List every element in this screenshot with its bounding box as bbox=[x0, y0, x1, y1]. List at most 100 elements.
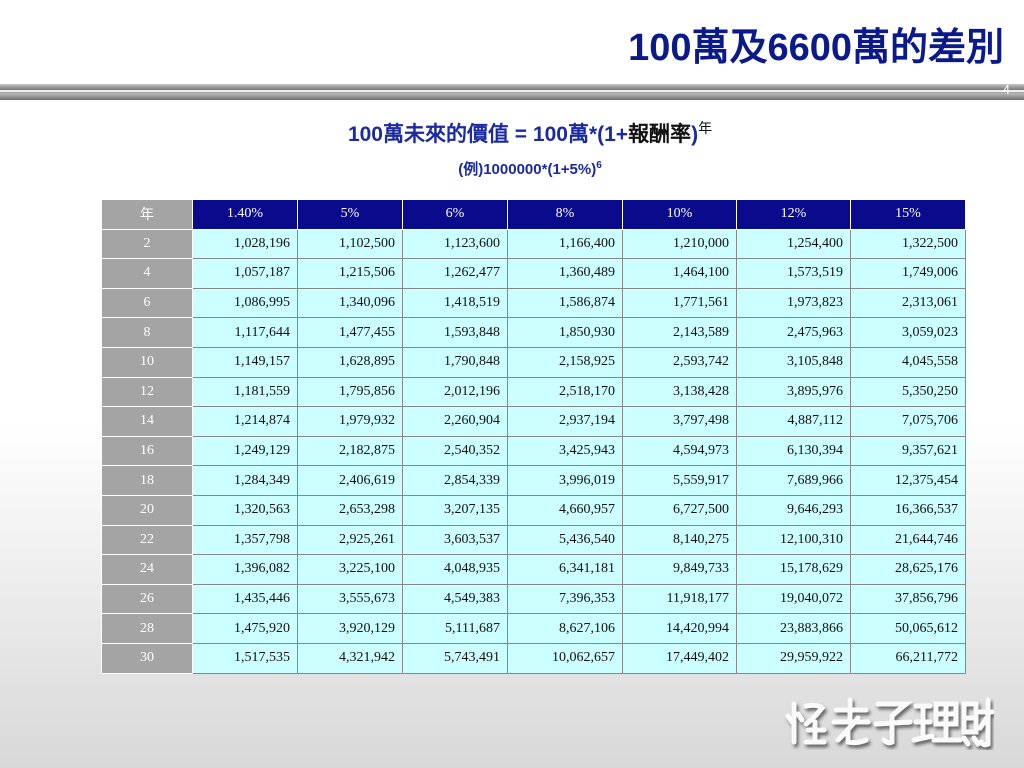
table-cell-value: 1,435,446 bbox=[192, 583, 298, 615]
table-cell-value: 3,920,129 bbox=[297, 613, 403, 644]
table-row: 4 1,057,187 1,215,506 1,262,477 1,360,489 1,4… bbox=[101, 258, 966, 289]
table-cell-value: 3,797,498 bbox=[622, 406, 737, 437]
table-cell-value: 4,048,935 bbox=[402, 554, 508, 585]
table-cell-value: 3,425,943 bbox=[507, 435, 623, 467]
header-rate: 1.40% bbox=[192, 199, 298, 230]
formula-example: (例)1000000*(1+5%)6 bbox=[0, 158, 1024, 179]
table-cell-value: 17,449,402 bbox=[622, 642, 737, 674]
table-cell-value: 2,406,619 bbox=[297, 465, 403, 496]
formula-exponent: 年 bbox=[698, 120, 713, 136]
table-cell-value: 12,375,454 bbox=[850, 465, 966, 496]
table-cell-value: 12,100,310 bbox=[736, 524, 851, 556]
table-cell-value: 9,849,733 bbox=[622, 554, 737, 585]
table-cell-value: 4,594,973 bbox=[622, 435, 737, 467]
table-cell-value: 1,320,563 bbox=[192, 494, 298, 526]
table-cell-value: 3,603,537 bbox=[402, 524, 508, 556]
table-cell-value: 3,105,848 bbox=[736, 346, 851, 378]
table-cell-value: 1,464,100 bbox=[622, 258, 737, 289]
table-cell-value: 1,749,006 bbox=[850, 258, 966, 289]
table-cell-value: 9,357,621 bbox=[850, 435, 966, 467]
table-cell-value: 66,211,772 bbox=[850, 642, 966, 674]
row-year: 18 bbox=[101, 465, 193, 496]
table-cell-value: 1,181,559 bbox=[192, 376, 298, 408]
table-cell-value: 1,254,400 bbox=[736, 228, 851, 260]
header-rate: 15% bbox=[850, 199, 966, 230]
table-cell-value: 1,123,600 bbox=[402, 228, 508, 260]
table-cell-value: 2,925,261 bbox=[297, 524, 403, 556]
table-cell-value: 1,117,644 bbox=[192, 317, 298, 348]
table-cell-value: 1,771,561 bbox=[622, 287, 737, 319]
table-cell-value: 16,366,537 bbox=[850, 494, 966, 526]
row-year: 14 bbox=[101, 406, 193, 437]
row-year: 16 bbox=[101, 435, 193, 467]
header-rate: 10% bbox=[622, 199, 737, 230]
table-cell-value: 1,149,157 bbox=[192, 346, 298, 378]
table-cell-value: 1,396,082 bbox=[192, 554, 298, 585]
table-cell-value: 2,540,352 bbox=[402, 435, 508, 467]
example-text: (例)1000000*(1+5%) bbox=[458, 161, 597, 178]
header-rate: 8% bbox=[507, 199, 623, 230]
table-row: 24 1,396,082 3,225,100 4,048,935 6,341,181 9,… bbox=[101, 554, 966, 585]
table-cell-value: 1,214,874 bbox=[192, 406, 298, 437]
formula-left: 100萬未來的價值 = 100萬*(1+ bbox=[347, 123, 629, 146]
table-cell-value: 1,790,848 bbox=[402, 346, 508, 378]
row-year: 20 bbox=[101, 494, 193, 526]
formula-right: ) bbox=[691, 123, 699, 146]
row-year: 8 bbox=[101, 317, 193, 348]
table-cell-value: 3,555,673 bbox=[297, 583, 403, 615]
table-row: 12 1,181,559 1,795,856 2,012,196 2,518,170 3,… bbox=[101, 376, 966, 408]
example-exponent: 6 bbox=[596, 160, 602, 171]
table-cell-value: 2,260,904 bbox=[402, 406, 508, 437]
table-cell-value: 29,959,922 bbox=[736, 642, 851, 674]
row-year: 26 bbox=[101, 583, 193, 615]
page-title: 100萬及6600萬的差別 bbox=[628, 27, 1004, 69]
table-cell-value: 5,743,491 bbox=[402, 642, 508, 674]
row-year: 10 bbox=[101, 346, 193, 378]
table-cell-value: 2,012,196 bbox=[402, 376, 508, 408]
table-cell-value: 1,166,400 bbox=[507, 228, 623, 260]
row-year: 24 bbox=[101, 554, 193, 585]
header-rate: 6% bbox=[402, 199, 508, 230]
table-cell-value: 10,062,657 bbox=[507, 642, 623, 674]
brand-logo bbox=[785, 697, 994, 748]
table-cell-value: 1,586,874 bbox=[507, 287, 623, 319]
table-row: 30 1,517,535 4,321,942 5,743,491 10,062,657 1… bbox=[101, 642, 966, 674]
table-cell-value: 7,396,353 bbox=[507, 583, 623, 615]
table-cell-value: 3,895,976 bbox=[736, 376, 851, 408]
table-cell-value: 1,262,477 bbox=[402, 258, 508, 289]
table-cell-value: 5,559,917 bbox=[622, 465, 737, 496]
table-cell-value: 2,313,061 bbox=[850, 287, 966, 319]
table-cell-value: 3,996,019 bbox=[507, 465, 623, 496]
page-number: 4 bbox=[1002, 82, 1010, 97]
table-cell-value: 2,158,925 bbox=[507, 346, 623, 378]
table-cell-value: 50,065,612 bbox=[850, 613, 966, 644]
row-year: 4 bbox=[101, 258, 193, 289]
table-cell-value: 2,593,742 bbox=[622, 346, 737, 378]
table-cell-value: 4,887,112 bbox=[736, 406, 851, 437]
table-row: 16 1,249,129 2,182,875 2,540,352 3,425,943 4,… bbox=[101, 435, 966, 467]
table-cell-value: 3,225,100 bbox=[297, 554, 403, 585]
table-cell-value: 1,628,895 bbox=[297, 346, 403, 378]
table-cell-value: 2,475,963 bbox=[736, 317, 851, 348]
header-rate: 12% bbox=[736, 199, 851, 230]
table-cell-value: 4,549,383 bbox=[402, 583, 508, 615]
row-year: 22 bbox=[101, 524, 193, 556]
table-cell-value: 1,210,000 bbox=[622, 228, 737, 260]
table-cell-value: 5,111,687 bbox=[402, 613, 508, 644]
table-row: 28 1,475,920 3,920,129 5,111,687 8,627,106 14… bbox=[101, 613, 966, 644]
table-row: 8 1,117,644 1,477,455 1,593,848 1,850,930 2,1… bbox=[101, 317, 966, 348]
table-cell-value: 9,646,293 bbox=[736, 494, 851, 526]
row-year: 2 bbox=[101, 228, 193, 260]
table-cell-value: 1,477,455 bbox=[297, 317, 403, 348]
table-row: 2 1,028,196 1,102,500 1,123,600 1,166,400 1,2… bbox=[101, 228, 966, 260]
table-cell-value: 1,322,500 bbox=[850, 228, 966, 260]
table-cell-value: 15,178,629 bbox=[736, 554, 851, 585]
row-year: 6 bbox=[101, 287, 193, 319]
table-cell-value: 2,653,298 bbox=[297, 494, 403, 526]
row-year: 12 bbox=[101, 376, 193, 408]
table-cell-value: 19,040,072 bbox=[736, 583, 851, 615]
table-cell-value: 23,883,866 bbox=[736, 613, 851, 644]
row-year: 30 bbox=[101, 642, 193, 674]
table-cell-value: 37,856,796 bbox=[850, 583, 966, 615]
table-cell-value: 2,937,194 bbox=[507, 406, 623, 437]
